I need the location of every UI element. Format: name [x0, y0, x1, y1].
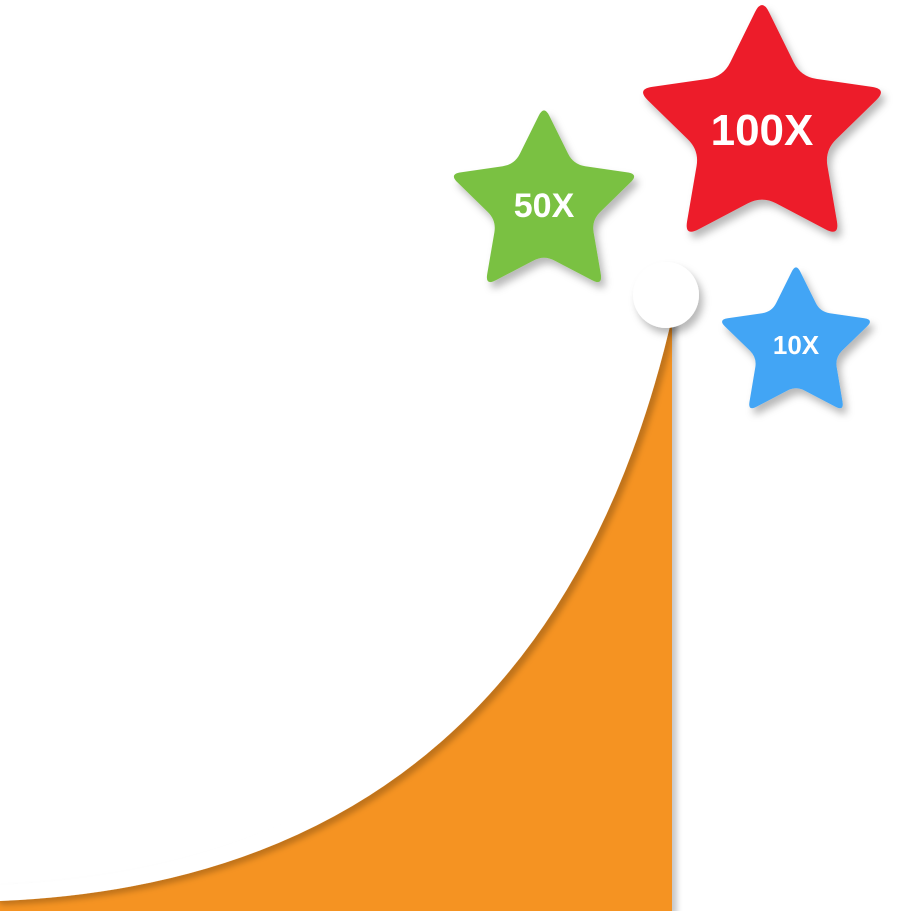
star-100x: 100X — [643, 5, 881, 232]
stars-group: 10X 50X 100X — [453, 5, 881, 409]
star-50x-label: 50X — [514, 187, 575, 225]
growth-curve — [0, 300, 674, 901]
star-100x-label: 100X — [711, 106, 814, 155]
star-icon — [453, 110, 635, 283]
star-50x: 50X — [453, 110, 635, 283]
growth-area — [0, 308, 672, 911]
star-10x-label: 10X — [773, 330, 820, 360]
star-10x: 10X — [722, 267, 870, 409]
star-icon — [643, 5, 881, 232]
star-icon — [722, 267, 870, 409]
curve-endpoint — [633, 262, 699, 328]
